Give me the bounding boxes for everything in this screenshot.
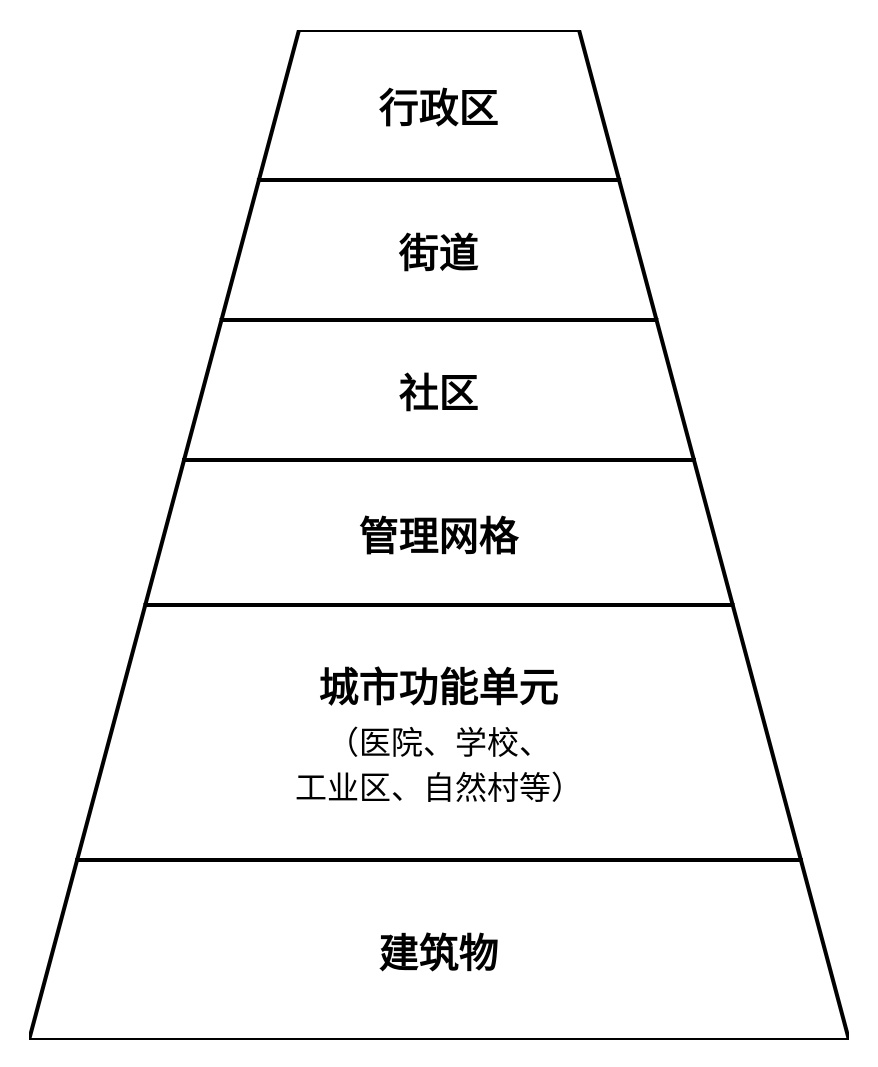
pyramid-level-3: 管理网格 [29,460,849,605]
pyramid-level-label: 建筑物 [379,921,499,979]
pyramid-level-label: 行政区 [379,76,499,134]
pyramid-level-sublabel: （医院、学校、 工业区、自然村等） [295,721,583,811]
pyramid-level-0: 行政区 [29,30,849,180]
pyramid-level-label: 城市功能单元 [319,655,559,713]
pyramid-level-4: 城市功能单元 （医院、学校、 工业区、自然村等） [29,605,849,860]
pyramid-level-label: 管理网格 [359,504,519,562]
pyramid-diagram: 行政区街道社区管理网格城市功能单元 （医院、学校、 工业区、自然村等） 建筑物 [29,30,849,1040]
pyramid-level-label: 街道 [399,221,479,279]
pyramid-level-2: 社区 [29,320,849,460]
pyramid-level-1: 街道 [29,180,849,320]
pyramid-level-label: 社区 [399,361,479,419]
pyramid-level-5: 建筑物 [29,860,849,1040]
